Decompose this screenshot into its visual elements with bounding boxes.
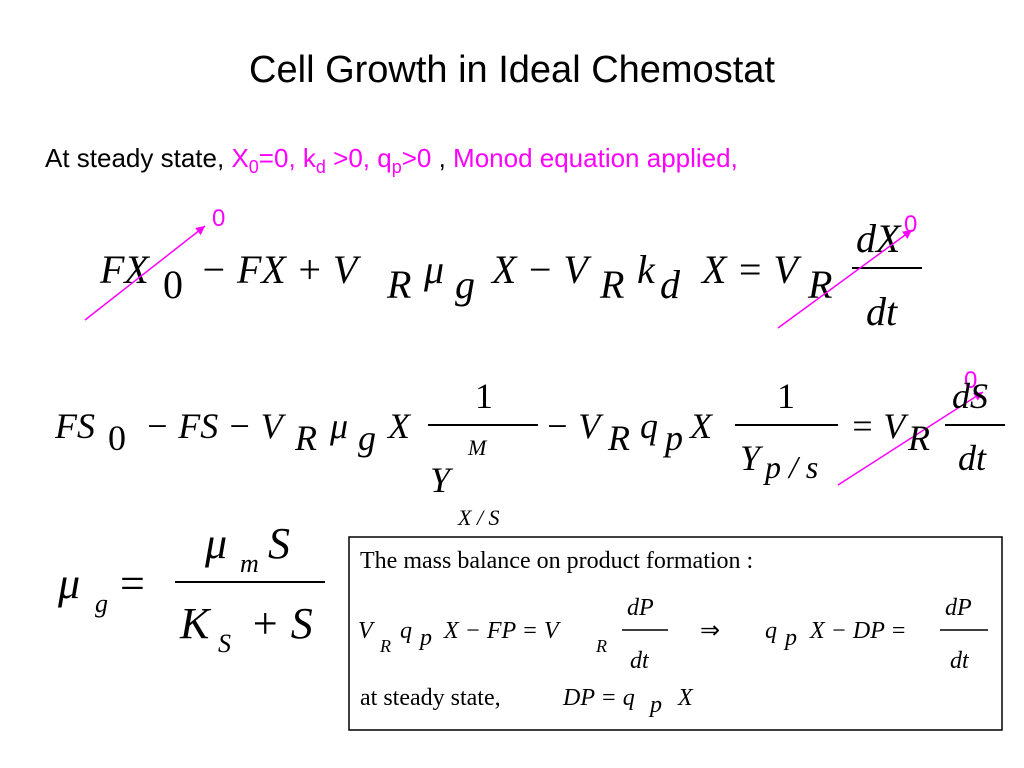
intro-text: >0 [402, 143, 432, 173]
eq-sub: p [648, 692, 662, 718]
eq-numerator: dP [945, 595, 972, 621]
eq-sub: p [783, 625, 797, 651]
eq-sub: R [595, 636, 607, 656]
eq-sub: X / S [457, 505, 500, 530]
eq-sub: g [358, 418, 376, 458]
eq-sub: S [218, 629, 231, 658]
eq-numerator: dP [627, 595, 654, 621]
cancel-arrow [84, 225, 206, 321]
eq-denominator: dt [958, 438, 987, 478]
intro-text: >0, q [326, 143, 392, 173]
eq-sub: R [379, 636, 391, 656]
eq-sup: M [467, 435, 488, 460]
eq-sub: R [807, 262, 832, 307]
eq-term: X [688, 406, 714, 446]
eq-denominator: Y [740, 438, 764, 478]
eq-sub: p [418, 625, 432, 651]
equation-1: FX 0 − FX + V R μ g X − V R k d X = V R … [99, 216, 922, 334]
eq-numerator: 1 [475, 376, 493, 416]
intro-text: X [231, 143, 248, 173]
eq-term: X [677, 685, 694, 711]
eq-sub: 0 [163, 262, 183, 307]
eq-term: X − DP = [809, 618, 907, 644]
eq-term: k [637, 247, 656, 292]
eq-term: V [358, 618, 375, 644]
eq-term: μ [57, 559, 80, 608]
product-balance-box [348, 536, 1003, 731]
intro-sub: p [392, 157, 402, 177]
eq-term: X − FP = V [443, 618, 561, 644]
eq-term: μ [423, 247, 444, 292]
eq-numerator: dS [952, 376, 988, 416]
eq-numerator: 1 [777, 376, 795, 416]
cancel-arrow [777, 229, 913, 329]
intro-text: Monod equation applied, [453, 143, 738, 173]
eq-sub: m [240, 549, 259, 578]
eq-sub: p [662, 418, 683, 458]
eq-term: q [765, 618, 777, 644]
intro-text: =0, k [259, 143, 317, 173]
eq-term: q [400, 618, 412, 644]
intro-sub: d [316, 157, 326, 177]
cancel-arrow [837, 391, 984, 486]
title: Cell Growth in Ideal Chemostat [249, 49, 775, 91]
eq-term: X = V [700, 247, 802, 292]
eq-sub: g [455, 262, 475, 307]
intro: At steady state, X0=0, kd >0, qp>0 , Mon… [45, 143, 738, 177]
eq-term: μ [329, 406, 348, 446]
intro-text: , [431, 143, 453, 173]
eq-term: DP = q [562, 685, 635, 711]
eq-term: q [640, 406, 658, 446]
eq-denominator: K [179, 599, 212, 648]
eq-sub: g [95, 589, 108, 618]
implies: ⇒ [700, 618, 720, 644]
eq-sub: 0 [108, 418, 126, 458]
zero-note: 0 [212, 205, 225, 232]
eq-term: = V [850, 406, 909, 446]
eq-sub: d [660, 262, 681, 307]
eq-denominator: + S [250, 599, 313, 648]
intro-sub: 0 [249, 157, 259, 177]
equation-2: FS 0 − FS − V R μ g X 1 M Y X / S − V R … [54, 376, 1005, 530]
intro-text: At steady state, [45, 143, 231, 173]
eq-term: − V [545, 406, 604, 446]
eq-term: FS [54, 406, 95, 446]
eq-sub: R [599, 262, 624, 307]
zero-note: 0 [904, 211, 917, 238]
zero-note: 0 [964, 367, 977, 394]
eq-denominator: dt [866, 289, 898, 334]
box-text: at steady state, [360, 685, 501, 711]
eq-term: X [386, 406, 412, 446]
box-text: The mass balance on product formation : [360, 548, 753, 574]
eq-sub: R [607, 418, 630, 458]
box-content: The mass balance on product formation : … [358, 548, 988, 718]
eq-denominator: dt [630, 648, 650, 674]
eq-term: = [120, 559, 145, 608]
eq-sub: R [907, 418, 930, 458]
eq-term: FX [99, 247, 150, 292]
eq-sub: R [386, 262, 411, 307]
eq-term: − FX + V [200, 247, 362, 292]
eq-numerator: S [268, 519, 290, 568]
eq-sub: R [294, 418, 317, 458]
eq-denominator: Y [430, 460, 454, 500]
eq-denominator: dt [950, 648, 970, 674]
eq-term: X − V [490, 247, 592, 292]
eq-numerator: μ [204, 519, 227, 568]
equation-3: μ g = μ m S K S + S [57, 519, 325, 658]
eq-sub: p / s [763, 449, 818, 485]
eq-term: − FS − V [145, 406, 287, 446]
